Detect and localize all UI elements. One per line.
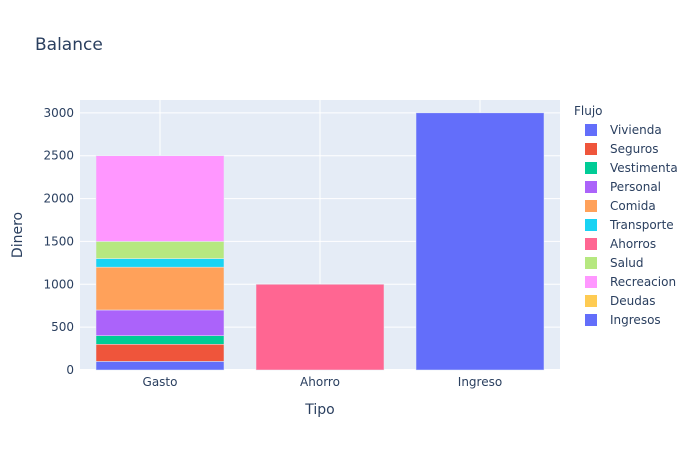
bar-ahorros-ahorro[interactable] <box>255 284 385 371</box>
legend-swatch <box>585 124 597 136</box>
legend-item-vivienda[interactable]: Vivienda <box>585 123 662 137</box>
y-tick-label: 3000 <box>43 106 74 120</box>
y-tick-label: 2500 <box>43 149 74 163</box>
legend-label: Deudas <box>610 294 655 308</box>
x-tick-label: Ahorro <box>300 375 340 389</box>
x-axis-ticks: Gasto Ahorro Ingreso <box>143 375 503 389</box>
legend-swatch <box>585 276 597 288</box>
legend-item-comida[interactable]: Comida <box>585 199 656 213</box>
bar-vivienda-gasto[interactable] <box>95 361 225 371</box>
legend-swatch <box>585 219 597 231</box>
bar-recreacion-gasto[interactable] <box>95 155 225 242</box>
legend-item-transporte[interactable]: Transporte <box>585 218 674 232</box>
y-tick-label: 0 <box>66 363 74 377</box>
y-axis-ticks: 0 500 1000 1500 2000 2500 3000 <box>43 106 74 377</box>
legend-swatch <box>585 238 597 250</box>
legend-item-seguros[interactable]: Seguros <box>585 142 659 156</box>
legend-swatch <box>585 314 597 326</box>
bar-transporte-gasto[interactable] <box>95 258 225 268</box>
legend-item-ahorros[interactable]: Ahorros <box>585 237 656 251</box>
bar-personal-gasto[interactable] <box>95 309 225 336</box>
legend-label: Salud <box>610 256 644 270</box>
legend-item-personal[interactable]: Personal <box>585 180 661 194</box>
legend-swatch <box>585 257 597 269</box>
legend-swatch <box>585 162 597 174</box>
y-tick-label: 2000 <box>43 192 74 206</box>
legend-label: Ahorros <box>610 237 656 251</box>
legend-item-salud[interactable]: Salud <box>585 256 644 270</box>
bar-comida-gasto[interactable] <box>95 266 225 311</box>
legend-label: Recreacion <box>610 275 676 289</box>
legend-label: Transporte <box>609 218 674 232</box>
legend-label: Personal <box>610 180 661 194</box>
y-axis-title: Dinero <box>10 212 26 258</box>
y-tick-label: 500 <box>51 320 74 334</box>
legend-label: Seguros <box>610 142 659 156</box>
y-tick-label: 1000 <box>43 277 74 291</box>
legend-label: Comida <box>610 199 656 213</box>
x-axis-title: Tipo <box>304 402 334 418</box>
legend-item-recreacion[interactable]: Recreacion <box>585 275 676 289</box>
x-tick-label: Gasto <box>143 375 178 389</box>
bar-vestimenta-gasto[interactable] <box>95 335 225 345</box>
bars <box>95 112 545 371</box>
y-tick-label: 1500 <box>43 234 74 248</box>
legend-swatch <box>585 295 597 307</box>
legend-title: Flujo <box>574 104 603 118</box>
chart-title: Balance <box>35 35 103 55</box>
bar-seguros-gasto[interactable] <box>95 344 225 362</box>
legend-item-deudas[interactable]: Deudas <box>585 294 655 308</box>
legend-item-ingresos[interactable]: Ingresos <box>585 313 661 327</box>
bar-salud-gasto[interactable] <box>95 241 225 259</box>
legend-swatch <box>585 200 597 212</box>
legend-label: Vestimenta <box>610 161 678 175</box>
legend-label: Vivienda <box>610 123 662 137</box>
bar-ingresos-ingreso[interactable] <box>415 112 545 371</box>
legend[interactable]: Flujo Vivienda Seguros Vestimenta Personal C… <box>574 104 678 327</box>
legend-item-vestimenta[interactable]: Vestimenta <box>585 161 678 175</box>
x-tick-label: Ingreso <box>458 375 502 389</box>
legend-swatch <box>585 181 597 193</box>
legend-label: Ingresos <box>610 313 661 327</box>
legend-swatch <box>585 143 597 155</box>
